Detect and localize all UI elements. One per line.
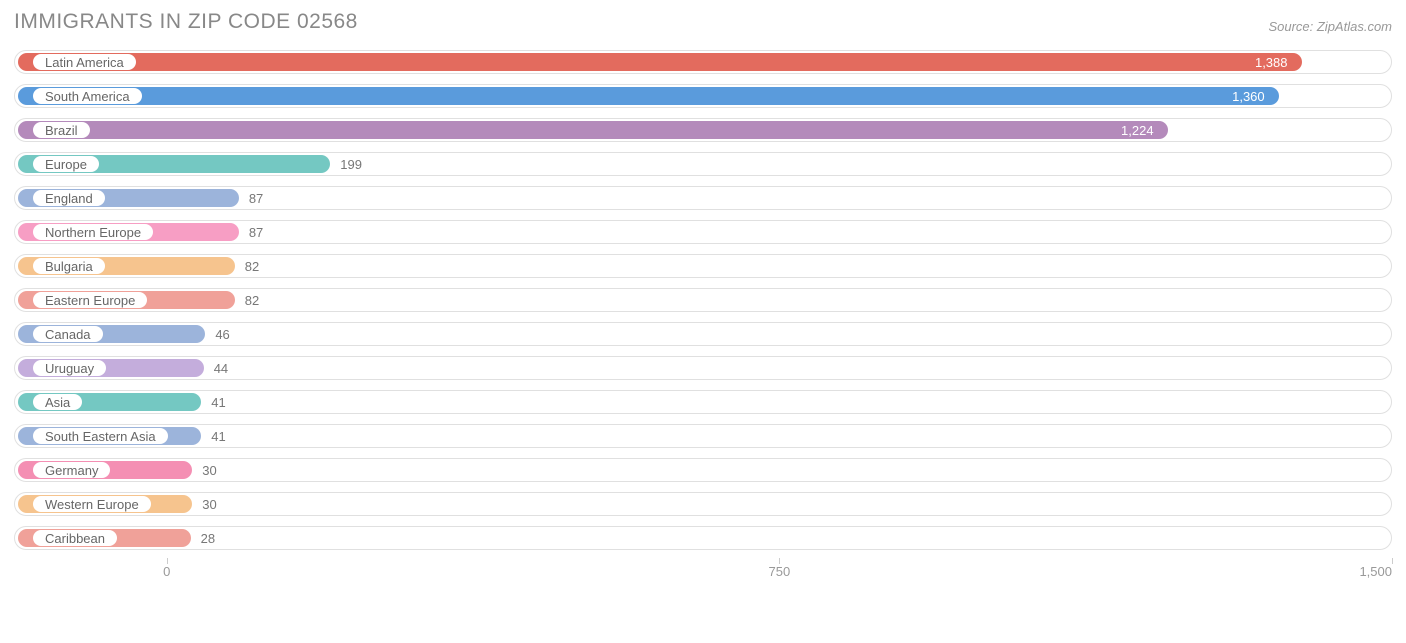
bar-track: Germany 30	[14, 458, 1392, 482]
bar-value: 199	[340, 153, 362, 175]
bar-label: South Eastern Asia	[33, 428, 168, 444]
bar-label: Northern Europe	[33, 224, 153, 240]
bar-label: Western Europe	[33, 496, 151, 512]
bar-value: 30	[202, 493, 216, 515]
bar-row: England 87	[14, 184, 1392, 212]
bar-label-text: Europe	[45, 157, 87, 172]
bar-row: Northern Europe 87	[14, 218, 1392, 246]
bar-value: 82	[245, 255, 259, 277]
bar-label-text: England	[45, 191, 93, 206]
bar-label-text: Latin America	[45, 55, 124, 70]
axis-label: 1,500	[1359, 564, 1392, 579]
bar-value: 28	[201, 527, 215, 549]
bar-label: Bulgaria	[33, 258, 105, 274]
bar-row: Canada 46	[14, 320, 1392, 348]
bar-row: South America 1,360	[14, 82, 1392, 110]
bar-label-text: Caribbean	[45, 531, 105, 546]
axis-tick	[1392, 558, 1393, 564]
bar-track: England 87	[14, 186, 1392, 210]
chart-header: IMMIGRANTS IN ZIP CODE 02568 Source: Zip…	[14, 10, 1392, 34]
bar-label-text: Western Europe	[45, 497, 139, 512]
bar-value: 87	[249, 221, 263, 243]
bar-value: 1,360	[1232, 85, 1265, 107]
bar-label: Eastern Europe	[33, 292, 147, 308]
bar-fill	[18, 121, 1168, 139]
bar-value: 41	[211, 425, 225, 447]
bar-value: 1,224	[1121, 119, 1154, 141]
bar-row: Bulgaria 82	[14, 252, 1392, 280]
bar-row: Eastern Europe 82	[14, 286, 1392, 314]
bar-label: Europe	[33, 156, 99, 172]
bar-label: Caribbean	[33, 530, 117, 546]
bar-track: Latin America 1,388	[14, 50, 1392, 74]
bar-row: Western Europe 30	[14, 490, 1392, 518]
bar-label-text: Bulgaria	[45, 259, 93, 274]
bar-label-text: Brazil	[45, 123, 78, 138]
chart-source: Source: ZipAtlas.com	[1268, 19, 1392, 34]
chart-area: Latin America 1,388 South America 1,360 Braz…	[14, 48, 1392, 580]
bar-track: Eastern Europe 82	[14, 288, 1392, 312]
bar-label: Canada	[33, 326, 103, 342]
bar-track: Western Europe 30	[14, 492, 1392, 516]
bar-label: Uruguay	[33, 360, 106, 376]
chart-title: IMMIGRANTS IN ZIP CODE 02568	[14, 10, 358, 34]
bar-track: Brazil 1,224	[14, 118, 1392, 142]
bar-label: Asia	[33, 394, 82, 410]
bar-label: Brazil	[33, 122, 90, 138]
bar-track: Asia 41	[14, 390, 1392, 414]
axis-label: 0	[163, 564, 170, 579]
bar-fill	[18, 87, 1279, 105]
bar-track: Europe 199	[14, 152, 1392, 176]
bar-track: Northern Europe 87	[14, 220, 1392, 244]
bar-label: Latin America	[33, 54, 136, 70]
x-axis: 0 750 1,500	[14, 558, 1392, 580]
bar-row: Europe 199	[14, 150, 1392, 178]
bar-value: 44	[214, 357, 228, 379]
bar-label-text: Germany	[45, 463, 98, 478]
bar-row: Asia 41	[14, 388, 1392, 416]
bar-track: Canada 46	[14, 322, 1392, 346]
bar-row: Caribbean 28	[14, 524, 1392, 552]
bar-label-text: Eastern Europe	[45, 293, 135, 308]
bar-label-text: Northern Europe	[45, 225, 141, 240]
bar-value: 87	[249, 187, 263, 209]
bar-row: South Eastern Asia 41	[14, 422, 1392, 450]
bar-label-text: Uruguay	[45, 361, 94, 376]
bar-value: 46	[215, 323, 229, 345]
bar-label: South America	[33, 88, 142, 104]
bar-label-text: South Eastern Asia	[45, 429, 156, 444]
bar-fill	[18, 53, 1302, 71]
bar-row: Germany 30	[14, 456, 1392, 484]
axis-label: 750	[769, 564, 791, 579]
bar-value: 30	[202, 459, 216, 481]
bar-label-text: Asia	[45, 395, 70, 410]
bar-row: Latin America 1,388	[14, 48, 1392, 76]
bar-label: Germany	[33, 462, 110, 478]
bar-row: Uruguay 44	[14, 354, 1392, 382]
bar-value: 1,388	[1255, 51, 1288, 73]
bar-label: England	[33, 190, 105, 206]
bar-value: 41	[211, 391, 225, 413]
bar-track: South America 1,360	[14, 84, 1392, 108]
bar-track: Caribbean 28	[14, 526, 1392, 550]
bar-value: 82	[245, 289, 259, 311]
bar-label-text: Canada	[45, 327, 91, 342]
bar-track: South Eastern Asia 41	[14, 424, 1392, 448]
bar-label-text: South America	[45, 89, 130, 104]
bar-track: Uruguay 44	[14, 356, 1392, 380]
bar-row: Brazil 1,224	[14, 116, 1392, 144]
bar-track: Bulgaria 82	[14, 254, 1392, 278]
